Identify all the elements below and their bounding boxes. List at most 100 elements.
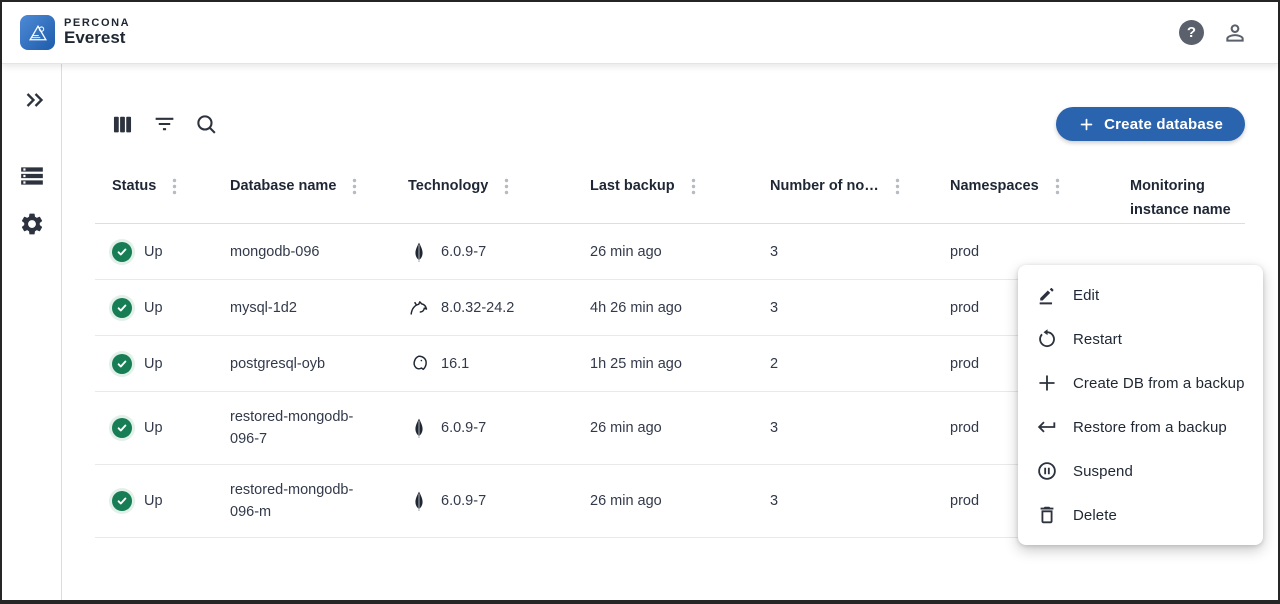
column-menu-icon[interactable] <box>691 178 696 195</box>
last-backup: 26 min ago <box>590 420 662 436</box>
pause-icon <box>1036 460 1058 482</box>
menu-item-label: Restart <box>1073 330 1123 348</box>
column-header[interactable]: Status <box>112 174 230 198</box>
namespaces-cell: prod <box>950 336 1130 391</box>
edit-icon <box>1036 284 1058 306</box>
column-menu-icon[interactable] <box>172 178 177 195</box>
product-name: Everest <box>64 28 126 48</box>
double-chevron-right-icon <box>23 88 47 112</box>
column-header[interactable]: Monitoring instance name <box>1130 174 1245 222</box>
status-cell: Up <box>112 392 230 464</box>
menu-item-delete[interactable]: Delete <box>1018 493 1263 537</box>
last-backup: 4h 26 min ago <box>590 299 682 316</box>
database-name-cell: restored-mongodb-096-7 <box>230 392 408 464</box>
nodes-cell: 3 <box>770 280 950 335</box>
table-toolbar: Create database <box>95 106 1245 142</box>
db-version: 6.0.9-7 <box>441 420 487 436</box>
mountain-logo-icon <box>26 21 50 45</box>
status-cell: Up <box>112 280 230 335</box>
create-database-button[interactable]: Create database <box>1056 107 1245 141</box>
sidebar-expand-button[interactable] <box>17 82 53 118</box>
filter-icon <box>152 112 177 137</box>
nodes-cell: 3 <box>770 392 950 464</box>
namespace: prod <box>950 420 980 436</box>
column-header[interactable]: Namespaces <box>950 174 1130 198</box>
column-header-label: Technology <box>408 178 489 194</box>
status-up-icon <box>112 491 132 511</box>
namespace: prod <box>950 243 980 260</box>
db-version: 6.0.9-7 <box>441 493 487 509</box>
status-up-icon <box>112 418 132 438</box>
database-name-cell: mongodb-096 <box>230 224 408 279</box>
filter-button[interactable] <box>152 112 177 137</box>
column-header[interactable]: Technology <box>408 174 590 198</box>
brand-text: PERCONA Everest <box>64 17 130 48</box>
column-header-label: Namespaces <box>950 178 1039 194</box>
table-row[interactable]: Up postgresql-oyb <box>95 336 1245 392</box>
status-label: Up <box>144 355 163 372</box>
add-icon <box>1036 372 1058 394</box>
sidebar-item-databases[interactable] <box>14 158 50 194</box>
menu-item-restore-from-a-backup[interactable]: Restore from a backup <box>1018 405 1263 449</box>
last-backup-cell: 26 min ago <box>590 465 770 537</box>
table-row[interactable]: Up mysql-1d2 <box>95 280 1245 336</box>
databases-table: Status Database name Technology Last bac… <box>95 164 1245 538</box>
nodes-cell: 3 <box>770 224 950 279</box>
mysql-icon <box>408 297 430 319</box>
column-header[interactable]: Number of no… <box>770 174 950 198</box>
column-menu-icon[interactable] <box>895 178 900 195</box>
topbar: PERCONA Everest ? <box>2 2 1278 64</box>
column-menu-icon[interactable] <box>352 178 357 195</box>
status-up-icon <box>112 353 132 374</box>
db-name: mysql-1d2 <box>230 299 297 316</box>
percona-everest-logo[interactable] <box>20 15 55 50</box>
search-icon <box>194 112 219 137</box>
menu-item-restart[interactable]: Restart <box>1018 317 1263 361</box>
restart-icon <box>1036 328 1058 350</box>
nodes-cell: 2 <box>770 336 950 391</box>
technology-cell: 16.1 <box>408 336 590 391</box>
sidebar-item-settings[interactable] <box>14 206 50 242</box>
menu-item-label: Create DB from a backup <box>1073 374 1245 392</box>
table-row[interactable]: Up restored-mongodb-096-7 <box>95 392 1245 465</box>
plus-icon <box>1078 116 1095 133</box>
last-backup-cell: 1h 25 min ago <box>590 336 770 391</box>
node-count: 3 <box>770 493 779 509</box>
menu-item-edit[interactable]: Edit <box>1018 273 1263 317</box>
menu-item-label: Edit <box>1073 286 1100 304</box>
help-icon[interactable]: ? <box>1179 20 1204 45</box>
status-cell: Up <box>112 465 230 537</box>
column-header-label: Database name <box>230 178 337 194</box>
return-icon <box>1036 416 1058 438</box>
menu-item-label: Restore from a backup <box>1073 418 1227 436</box>
column-menu-icon[interactable] <box>504 178 509 195</box>
last-backup-cell: 26 min ago <box>590 392 770 464</box>
node-count: 3 <box>770 243 779 260</box>
nodes-cell: 3 <box>770 465 950 537</box>
table-body: Up mongodb-096 <box>95 224 1245 538</box>
status-label: Up <box>144 299 163 316</box>
column-header-label: Last backup <box>590 178 675 194</box>
column-menu-icon[interactable] <box>1055 178 1060 195</box>
db-name: mongodb-096 <box>230 243 320 260</box>
namespace: prod <box>950 299 980 316</box>
last-backup-cell: 26 min ago <box>590 224 770 279</box>
menu-item-suspend[interactable]: Suspend <box>1018 449 1263 493</box>
namespaces-cell: prod <box>950 392 1130 464</box>
search-button[interactable] <box>194 112 219 137</box>
table-row[interactable]: Up mongodb-096 <box>95 224 1245 280</box>
column-header[interactable]: Last backup <box>590 174 770 198</box>
namespace: prod <box>950 355 980 372</box>
status-up-icon <box>112 241 132 262</box>
column-header[interactable]: Database name <box>230 174 408 198</box>
show-hide-columns-button[interactable] <box>110 112 135 137</box>
menu-item-label: Delete <box>1073 506 1117 524</box>
menu-item-label: Suspend <box>1073 462 1133 480</box>
user-account-icon[interactable] <box>1222 20 1248 46</box>
mongodb-icon <box>408 490 430 512</box>
node-count: 3 <box>770 299 779 316</box>
mongodb-icon <box>408 417 430 439</box>
table-row[interactable]: Up restored-mongodb-096-m <box>95 465 1245 538</box>
menu-item-create-db-from-a-backup[interactable]: Create DB from a backup <box>1018 361 1263 405</box>
status-cell: Up <box>112 224 230 279</box>
